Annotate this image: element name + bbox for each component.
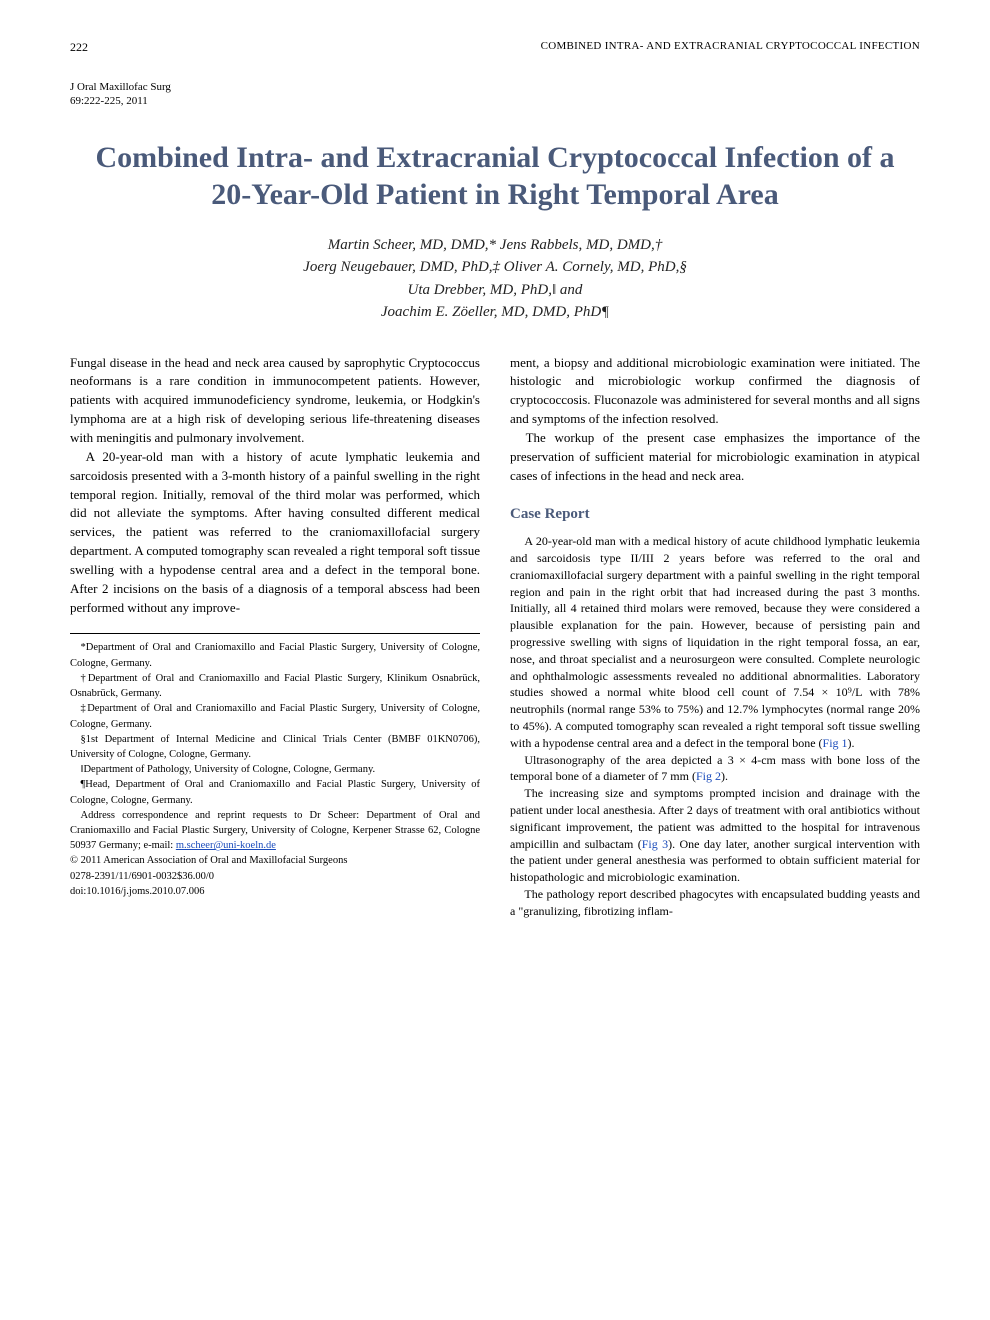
section-heading-case-report: Case Report	[510, 504, 920, 526]
doi-line: doi:10.1016/j.joms.2010.07.006	[70, 884, 480, 899]
running-title: COMBINED INTRA- AND EXTRACRANIAL CRYPTOC…	[541, 40, 920, 55]
affiliation: †Department of Oral and Craniomaxillo an…	[70, 671, 480, 701]
correspondence: Address correspondence and reprint reque…	[70, 808, 480, 854]
figure-reference-link[interactable]: Fig 2	[696, 769, 721, 783]
figure-reference-link[interactable]: Fig 1	[823, 736, 848, 750]
figure-reference-link[interactable]: Fig 3	[642, 837, 668, 851]
case-paragraph: The pathology report described phagocyte…	[510, 886, 920, 920]
intro-paragraph: A 20-year-old man with a history of acut…	[70, 448, 480, 618]
copyright-line: © 2011 American Association of Oral and …	[70, 853, 480, 868]
case-text: A 20-year-old man with a medical history…	[510, 534, 920, 750]
article-title: Combined Intra- and Extracranial Cryptoc…	[90, 139, 900, 214]
case-paragraph: Ultrasonography of the area depicted a 3…	[510, 752, 920, 786]
affiliation: ‡Department of Oral and Craniomaxillo an…	[70, 701, 480, 731]
case-text: ).	[721, 769, 728, 783]
page-header: 222 COMBINED INTRA- AND EXTRACRANIAL CRY…	[70, 40, 920, 55]
correspondence-email-link[interactable]: m.scheer@uni-koeln.de	[176, 840, 276, 851]
case-paragraph: The increasing size and symptoms prompte…	[510, 785, 920, 886]
affiliation: *Department of Oral and Craniomaxillo an…	[70, 640, 480, 670]
citation-volume: 69:222-225, 2011	[70, 95, 148, 107]
intro-paragraph: Fungal disease in the head and neck area…	[70, 354, 480, 448]
author-line: Uta Drebber, MD, PhD,‖ and	[408, 282, 583, 298]
intro-paragraph: The workup of the present case emphasize…	[510, 429, 920, 486]
issn-line: 0278-2391/11/6901-0032$36.00/0	[70, 869, 480, 884]
author-line: Joachim E. Zöeller, MD, DMD, PhD¶	[381, 304, 609, 320]
affiliation: ‖Department of Pathology, University of …	[70, 762, 480, 777]
author-list: Martin Scheer, MD, DMD,* Jens Rabbels, M…	[70, 234, 920, 324]
affiliation: §1st Department of Internal Medicine and…	[70, 732, 480, 762]
page-number: 222	[70, 40, 88, 55]
affiliation: ¶Head, Department of Oral and Craniomaxi…	[70, 777, 480, 807]
case-paragraph: A 20-year-old man with a medical history…	[510, 533, 920, 751]
citation-journal: J Oral Maxillofac Surg	[70, 81, 171, 93]
body-columns: Fungal disease in the head and neck area…	[70, 354, 920, 920]
right-column: ment, a biopsy and additional microbiolo…	[510, 354, 920, 920]
left-column: Fungal disease in the head and neck area…	[70, 354, 480, 920]
intro-paragraph: ment, a biopsy and additional microbiolo…	[510, 354, 920, 429]
author-line: Joerg Neugebauer, DMD, PhD,‡ Oliver A. C…	[303, 259, 687, 275]
affiliations-block: *Department of Oral and Craniomaxillo an…	[70, 633, 480, 899]
case-report-body: A 20-year-old man with a medical history…	[510, 533, 920, 919]
case-text: ).	[848, 736, 855, 750]
journal-citation: J Oral Maxillofac Surg 69:222-225, 2011	[70, 80, 920, 109]
author-line: Martin Scheer, MD, DMD,* Jens Rabbels, M…	[328, 237, 663, 253]
